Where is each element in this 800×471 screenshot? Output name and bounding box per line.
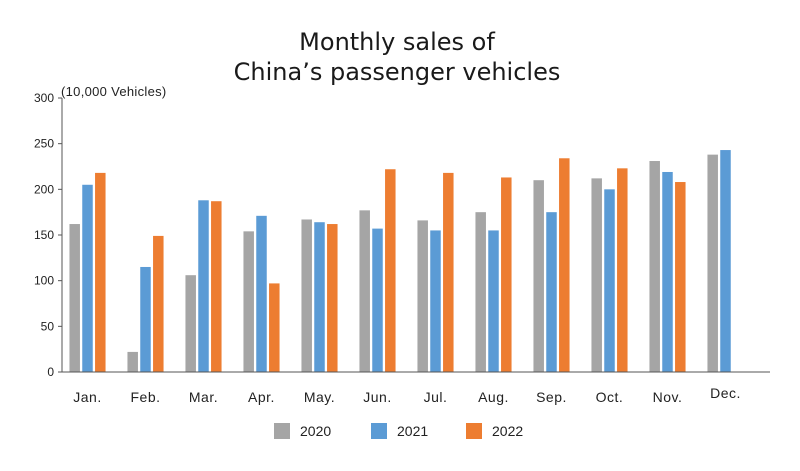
bar-2022-oct <box>617 168 628 372</box>
x-category-label-jun: Jun. <box>363 389 391 405</box>
x-category-label-apr: Apr. <box>248 389 275 405</box>
bar-2020-dec <box>707 154 718 372</box>
y-tick-label-100: 100 <box>34 274 54 288</box>
x-category-label-dec: Dec. <box>710 385 741 401</box>
bar-2021-nov <box>662 171 673 372</box>
legend-label-2020: 2020 <box>300 423 331 439</box>
bar-2022-feb <box>153 235 164 372</box>
bar-2022-may <box>327 224 338 372</box>
bar-marks <box>69 150 731 372</box>
y-tick-marks <box>58 97 62 373</box>
x-category-label-nov: Nov. <box>653 389 683 405</box>
bar-2022-jul <box>443 172 454 372</box>
x-category-label-oct: Oct. <box>596 389 624 405</box>
bar-2020-jun <box>359 210 370 372</box>
bar-2021-apr <box>256 215 267 372</box>
bar-2020-jul <box>417 220 428 372</box>
legend-label-2021: 2021 <box>397 423 428 439</box>
bar-2022-sep <box>559 158 570 372</box>
bar-2020-feb <box>127 351 138 372</box>
bar-2021-oct <box>604 189 615 372</box>
legend-swatch-2020 <box>274 423 290 439</box>
bar-2021-dec <box>720 150 731 372</box>
bar-2022-jun <box>385 169 396 372</box>
bar-2021-may <box>314 222 325 372</box>
y-tick-label-150: 150 <box>34 228 54 242</box>
y-tick-label-50: 50 <box>41 319 55 333</box>
y-tick-labels: 0 50 100 150 200 250 300 <box>34 91 54 379</box>
bar-2020-nov <box>649 161 660 372</box>
y-tick-label-200: 200 <box>34 182 54 196</box>
y-axis-unit-label: (10,000 Vehicles) <box>61 84 167 99</box>
x-category-label-aug: Aug. <box>478 389 509 405</box>
bar-2021-feb <box>140 266 151 372</box>
x-category-label-jan: Jan. <box>73 389 101 405</box>
x-category-label-feb: Feb. <box>130 389 160 405</box>
bar-2020-sep <box>533 180 544 372</box>
x-category-label-mar: Mar. <box>189 389 218 405</box>
bar-2022-aug <box>501 177 512 372</box>
y-tick-label-250: 250 <box>34 137 54 151</box>
chart-title-line-1: Monthly sales of <box>299 28 495 56</box>
bar-2020-jan <box>69 224 80 372</box>
bar-2022-nov <box>675 182 686 372</box>
chart-title-line-2: China’s passenger vehicles <box>234 58 561 86</box>
bar-2021-sep <box>546 212 557 372</box>
y-tick-label-0: 0 <box>47 365 54 379</box>
bar-2022-mar <box>211 201 222 372</box>
x-category-label-sep: Sep. <box>536 389 567 405</box>
chart-legend: 2020 2021 2022 <box>274 423 523 439</box>
bar-2022-jan <box>95 172 106 372</box>
bar-2020-may <box>301 219 312 372</box>
x-category-label-may: May. <box>304 389 335 405</box>
y-tick-label-300: 300 <box>34 91 54 105</box>
legend-swatch-2022 <box>466 423 482 439</box>
bar-2020-oct <box>591 178 602 372</box>
x-category-label-jul: Jul. <box>424 389 448 405</box>
bar-2021-jan <box>82 184 93 372</box>
bar-2022-apr <box>269 283 280 372</box>
bar-2021-aug <box>488 230 499 372</box>
bar-2021-jun <box>372 228 383 372</box>
bar-2021-jul <box>430 230 441 372</box>
axes <box>61 98 770 373</box>
x-category-labels: Jan. Feb. Mar. Apr. May. Jun. Jul. Aug. Sep. Oct.… <box>73 385 741 405</box>
bar-2020-apr <box>243 231 254 372</box>
bar-2020-aug <box>475 212 486 372</box>
bar-2021-mar <box>198 200 209 372</box>
legend-label-2022: 2022 <box>492 423 523 439</box>
legend-swatch-2021 <box>371 423 387 439</box>
bar-2020-mar <box>185 275 196 372</box>
